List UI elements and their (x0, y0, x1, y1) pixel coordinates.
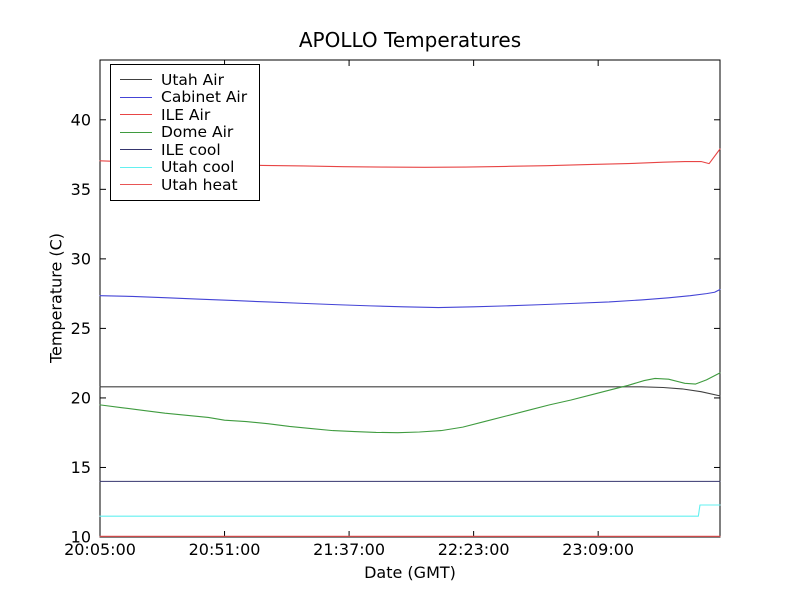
legend-line-swatch (120, 96, 152, 98)
legend-line-swatch (120, 166, 152, 168)
legend-label: Utah Air (161, 70, 224, 89)
legend-item: Dome Air (120, 123, 247, 142)
y-tick-label: 10 (71, 528, 91, 547)
legend-item: ILE cool (120, 141, 247, 159)
legend-box: Utah Air Cabinet Air ILE Air Dome Air ILE co… (110, 64, 261, 201)
x-tick-label: 20:05:00 (64, 540, 136, 559)
x-tick-label: 22:23:00 (438, 540, 510, 559)
legend-label: ILE cool (161, 140, 221, 159)
legend-line-swatch (120, 114, 152, 116)
legend-item: ILE Air (120, 106, 247, 124)
chart-title: APOLLO Temperatures (298, 28, 522, 52)
x-tick-label: 21:37:00 (313, 540, 385, 559)
series-line-cabinet-air (99, 288, 721, 309)
x-axis-label: Date (GMT) (364, 563, 456, 582)
x-tick-label: 23:09:00 (562, 540, 634, 559)
legend-line-swatch (120, 184, 152, 186)
legend-line-swatch (120, 79, 152, 81)
series-line-dome-air (99, 372, 721, 434)
legend-line-swatch (120, 131, 152, 133)
series-line-utah-air (99, 386, 721, 397)
legend-item: Utah heat (120, 176, 247, 194)
y-tick-label: 30 (71, 249, 91, 268)
y-tick-label: 25 (71, 319, 91, 338)
legend-label: Cabinet Air (161, 88, 248, 107)
y-tick-label: 20 (71, 388, 91, 407)
legend-label: Utah cool (161, 158, 235, 177)
legend-label: Utah heat (161, 175, 238, 194)
legend-item: Utah cool (120, 158, 247, 177)
plot-border (99, 59, 721, 538)
legend-label: Dome Air (161, 123, 234, 142)
y-tick-label: 15 (71, 458, 91, 477)
legend-item: Utah Air (120, 71, 247, 89)
series-line-utah-cool (99, 504, 721, 517)
y-tick-label: 35 (71, 180, 91, 199)
legend-item: Cabinet Air (120, 88, 248, 107)
y-tick-label: 40 (71, 110, 91, 129)
legend-line-swatch (120, 149, 152, 151)
x-tick-label: 20:51:00 (189, 540, 261, 559)
legend-label: ILE Air (161, 105, 211, 124)
